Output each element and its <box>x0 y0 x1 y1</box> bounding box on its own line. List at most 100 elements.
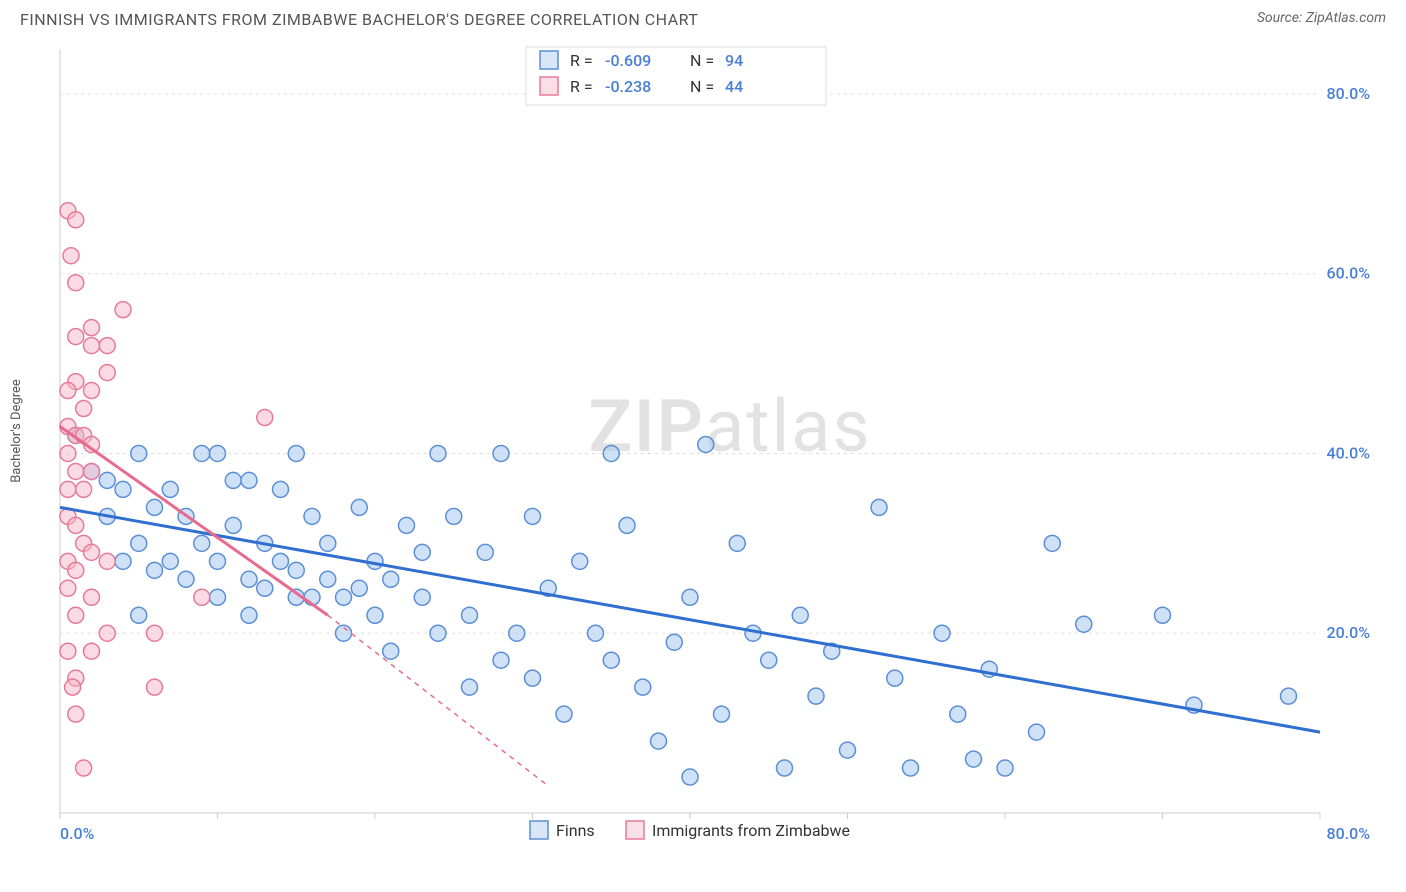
scatter-point <box>194 589 210 605</box>
legend-swatch <box>540 77 558 95</box>
scatter-point <box>729 535 745 551</box>
legend-n-label: N = <box>690 51 714 70</box>
scatter-point <box>84 463 100 479</box>
scatter-point <box>84 320 100 336</box>
scatter-point <box>99 472 115 488</box>
scatter-point <box>241 571 257 587</box>
scatter-point <box>99 553 115 569</box>
source-value: ZipAtlas.com <box>1306 10 1386 26</box>
scatter-point <box>84 643 100 659</box>
legend-r-label: R = <box>570 51 593 70</box>
scatter-point <box>115 553 131 569</box>
source-label: Source: <box>1257 10 1302 26</box>
scatter-point <box>525 508 541 524</box>
y-tick-label: 80.0% <box>1326 84 1370 103</box>
watermark: ZIPatlas <box>588 384 871 469</box>
scatter-point <box>84 338 100 354</box>
scatter-chart: 20.0%40.0%60.0%80.0%0.0%80.0%Bachelor's … <box>0 33 1406 853</box>
scatter-point <box>99 338 115 354</box>
scatter-point <box>635 679 651 695</box>
scatter-point <box>1029 724 1045 740</box>
scatter-point <box>99 625 115 641</box>
scatter-point <box>934 625 950 641</box>
scatter-point <box>63 248 79 264</box>
legend-n-value: 44 <box>725 77 743 96</box>
scatter-point <box>603 445 619 461</box>
scatter-point <box>60 481 76 497</box>
scatter-point <box>383 571 399 587</box>
scatter-point <box>147 625 163 641</box>
scatter-point <box>887 670 903 686</box>
scatter-point <box>414 544 430 560</box>
scatter-point <box>257 580 273 596</box>
scatter-point <box>777 760 793 776</box>
scatter-point <box>115 481 131 497</box>
scatter-point <box>131 535 147 551</box>
scatter-point <box>84 383 100 399</box>
scatter-point <box>210 445 226 461</box>
scatter-point <box>99 365 115 381</box>
scatter-point <box>714 706 730 722</box>
scatter-point <box>525 670 541 686</box>
x-min-label: 0.0% <box>60 824 95 843</box>
y-tick-label: 60.0% <box>1326 264 1370 283</box>
scatter-point <box>304 508 320 524</box>
scatter-point <box>383 643 399 659</box>
legend-r-label: R = <box>570 77 593 96</box>
scatter-point <box>351 499 367 515</box>
scatter-point <box>966 751 982 767</box>
scatter-point <box>509 625 525 641</box>
scatter-point <box>257 410 273 426</box>
scatter-point <box>147 562 163 578</box>
scatter-point <box>320 535 336 551</box>
scatter-point <box>60 445 76 461</box>
scatter-point <box>288 445 304 461</box>
x-max-label: 80.0% <box>1326 824 1370 843</box>
y-axis-label: Bachelor's Degree <box>9 379 24 483</box>
scatter-point <box>210 589 226 605</box>
scatter-point <box>225 472 241 488</box>
legend-swatch <box>530 821 548 839</box>
legend-n-label: N = <box>690 77 714 96</box>
scatter-point <box>1044 535 1060 551</box>
scatter-point <box>603 652 619 668</box>
scatter-point <box>320 571 336 587</box>
scatter-point <box>68 706 84 722</box>
scatter-point <box>68 329 84 345</box>
scatter-point <box>68 517 84 533</box>
scatter-point <box>477 544 493 560</box>
scatter-point <box>1076 616 1092 632</box>
scatter-point <box>131 445 147 461</box>
scatter-point <box>556 706 572 722</box>
scatter-point <box>273 481 289 497</box>
scatter-point <box>462 679 478 695</box>
scatter-point <box>115 302 131 318</box>
scatter-point <box>288 562 304 578</box>
scatter-point <box>430 625 446 641</box>
scatter-point <box>336 589 352 605</box>
scatter-point <box>194 535 210 551</box>
scatter-point <box>414 589 430 605</box>
scatter-point <box>430 445 446 461</box>
legend-series-label: Immigrants from Zimbabwe <box>652 821 850 840</box>
scatter-point <box>65 679 81 695</box>
scatter-point <box>131 607 147 623</box>
scatter-point <box>950 706 966 722</box>
scatter-point <box>68 463 84 479</box>
scatter-point <box>194 445 210 461</box>
scatter-point <box>147 499 163 515</box>
scatter-point <box>162 553 178 569</box>
legend-swatch <box>540 51 558 69</box>
scatter-point <box>60 383 76 399</box>
scatter-point <box>840 742 856 758</box>
scatter-point <box>273 553 289 569</box>
scatter-point <box>446 508 462 524</box>
legend-n-value: 94 <box>725 51 743 70</box>
scatter-point <box>698 436 714 452</box>
scatter-point <box>367 607 383 623</box>
scatter-point <box>619 517 635 533</box>
y-tick-label: 40.0% <box>1326 443 1370 462</box>
scatter-point <box>997 760 1013 776</box>
scatter-point <box>60 580 76 596</box>
scatter-point <box>162 481 178 497</box>
